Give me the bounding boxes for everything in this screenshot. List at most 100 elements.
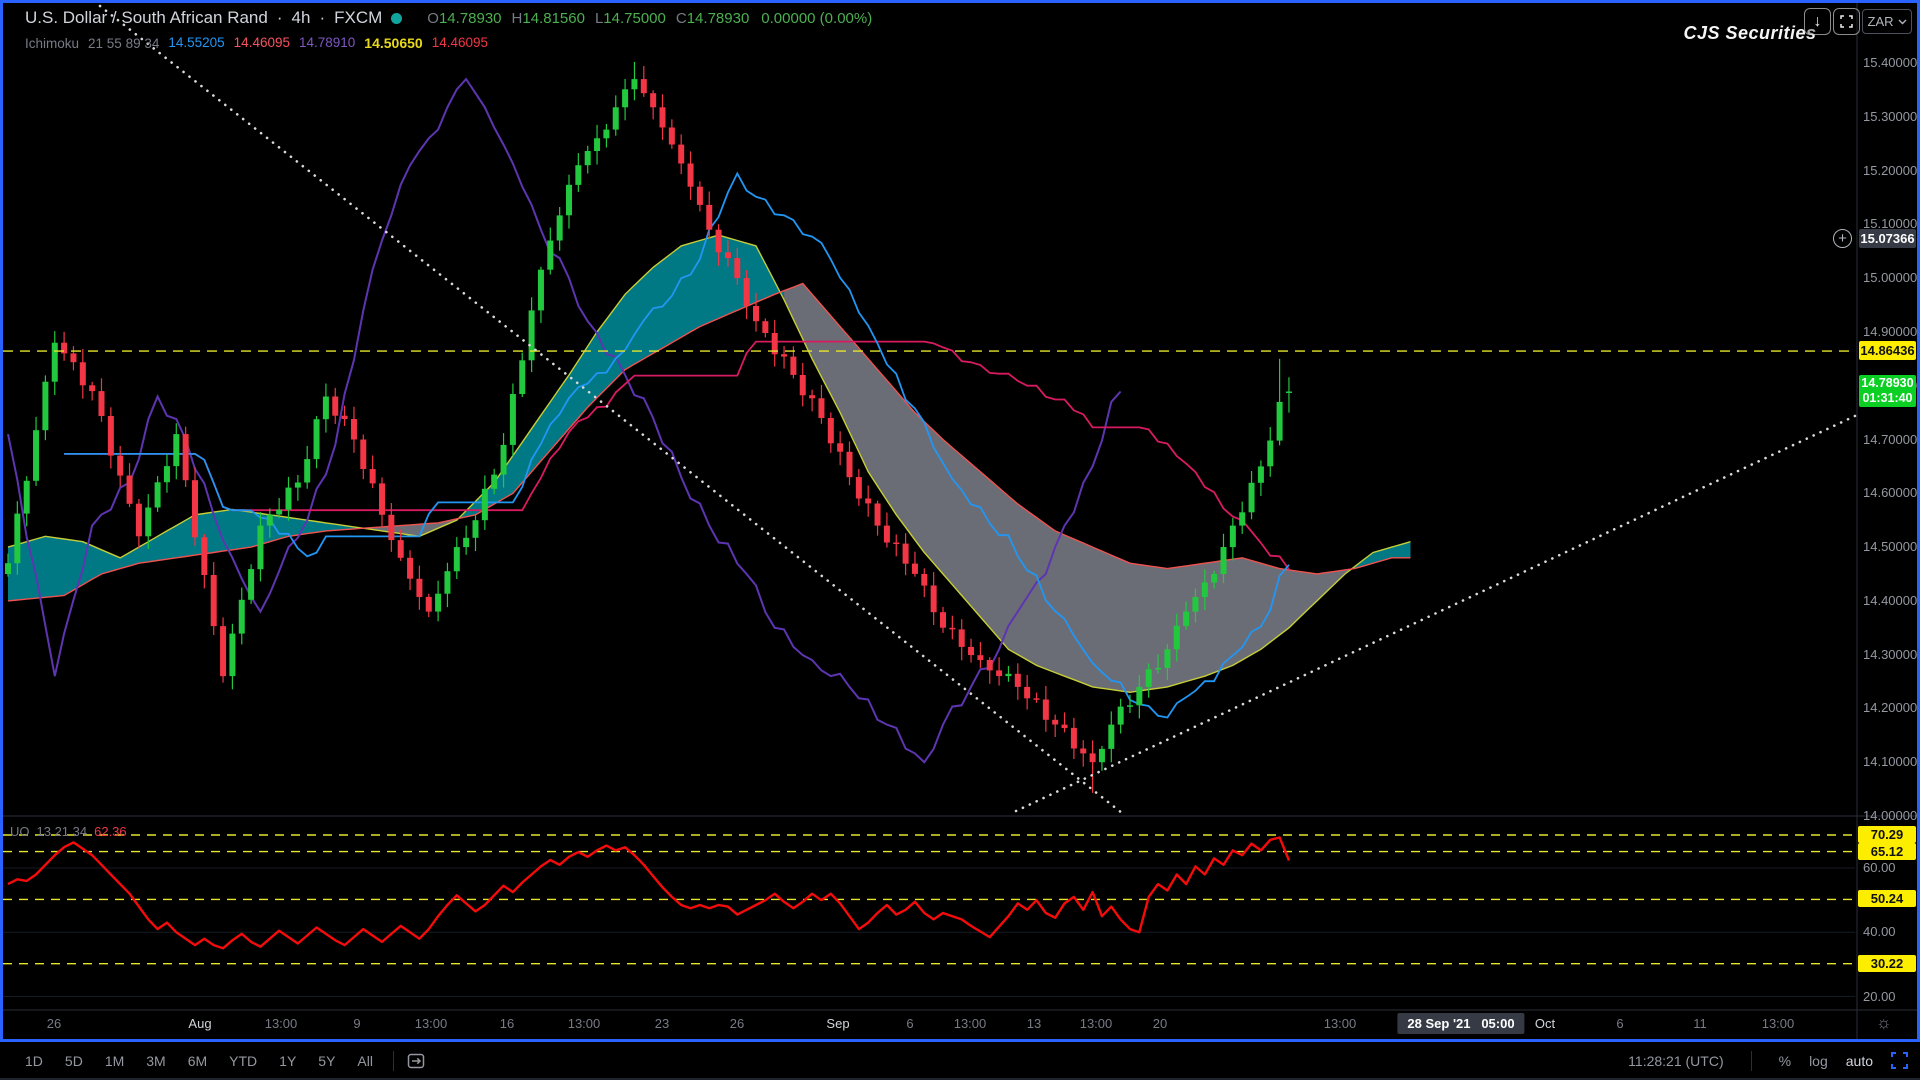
time-tick: 13 [1026, 1016, 1042, 1031]
separator-dot: · [319, 8, 326, 27]
time-tick: 13:00 [567, 1016, 601, 1031]
change-value: 0.00000 (0.00%) [761, 9, 873, 27]
maximize-icon[interactable] [1891, 1052, 1908, 1069]
toolbar-divider [1750, 1050, 1752, 1071]
price-tick: 14.90000 [1863, 323, 1918, 339]
range-button-1m[interactable]: 1M [104, 1052, 125, 1069]
range-button-1y[interactable]: 1Y [279, 1052, 297, 1069]
time-tick: Aug [188, 1016, 212, 1031]
uo-tick: 20.00 [1863, 988, 1896, 1004]
price-axis[interactable]: 15.40000 15.30000 15.20000 15.10000 15.00000… [1857, 3, 1917, 1010]
time-tick: 13:00 [264, 1016, 298, 1031]
uo-level-badge: 70.29 [1858, 826, 1916, 843]
price-tick: 14.60000 [1863, 485, 1918, 501]
price-tick: 14.00000 [1863, 808, 1918, 823]
lead1-line [7, 234, 1411, 694]
symbol-title[interactable]: U.S. Dollar / South African Rand [25, 8, 268, 27]
uo-level-badge: 50.24 [1858, 890, 1916, 908]
range-button-5y[interactable]: 5Y [318, 1052, 336, 1069]
download-icon[interactable]: ↓ [1804, 8, 1831, 35]
currency-dropdown[interactable]: ZAR [1862, 9, 1912, 34]
time-tick: Sep [826, 1016, 850, 1031]
price-tick: 14.50000 [1863, 539, 1918, 555]
time-tick: 26 [46, 1016, 62, 1031]
ichimoku-value-1: 14.55205 [168, 35, 225, 50]
bar-countdown: 01:31:40 [1862, 391, 1913, 406]
add-alert-icon[interactable]: + [1833, 228, 1852, 248]
low-value: 14.75000 [603, 9, 666, 27]
conversion-line [64, 171, 1290, 719]
range-button-5d[interactable]: 5D [64, 1052, 83, 1069]
range-button-3m[interactable]: 3M [146, 1052, 166, 1069]
uo-pane [3, 834, 1855, 997]
range-buttons: 1D 5D 1M 3M 6M YTD 1Y 5Y All [14, 1045, 427, 1076]
high-value: 14.81560 [522, 9, 585, 27]
time-tick: 13:00 [1323, 1016, 1357, 1031]
level-price-badge: 14.86436 [1859, 341, 1916, 361]
time-tick: Oct [1534, 1016, 1556, 1031]
price-tick: 15.30000 [1863, 108, 1918, 124]
percent-scale-button[interactable]: % [1778, 1052, 1792, 1069]
time-tick: 13:00 [414, 1016, 448, 1031]
ohlc-readout: O14.78930 H14.81560 L14.75000 C14.78930 … [427, 9, 873, 27]
fullscreen-icon[interactable] [1833, 8, 1860, 35]
price-tick: 15.40000 [1863, 55, 1918, 70]
trendline [1014, 413, 1857, 813]
crosshair-time-badge: 28 Sep '21 05:00 [1397, 1013, 1525, 1034]
chart-frame-border [0, 0, 1920, 1042]
axis-settings-icon[interactable]: ☼ [1876, 1013, 1892, 1032]
toolbar-right: 11:28:21 (UTC) % log auto [1628, 1045, 1908, 1076]
log-scale-button[interactable]: log [1809, 1052, 1828, 1069]
price-tick: 14.10000 [1863, 754, 1918, 770]
lead2-line [7, 282, 1411, 602]
watermark: CJS Securities [1683, 23, 1817, 43]
ichimoku-params: 21 55 89 34 [88, 35, 160, 51]
main-pane [3, 4, 1857, 815]
ichimoku-value-4: 14.50650 [364, 35, 423, 51]
base-line [64, 340, 1290, 571]
ichimoku-value-5: 14.46095 [431, 35, 489, 50]
clock[interactable]: 11:28:21 (UTC) [1628, 1052, 1724, 1069]
time-axis[interactable]: 28 Sep '21 05:00 26 Aug 13:00 9 13:00 16 13:00… [0, 1010, 1857, 1042]
uo-line [7, 836, 1291, 950]
uo-label[interactable]: UO [10, 824, 30, 839]
time-tick: 23 [654, 1016, 670, 1031]
time-tick: 20 [1152, 1016, 1168, 1031]
price-tick: 15.10000 [1863, 216, 1918, 232]
range-button-6m[interactable]: 6M [187, 1052, 208, 1069]
separator-dot: · [276, 8, 283, 27]
ichimoku-value-2: 14.46095 [233, 35, 290, 50]
trendline [98, 4, 1124, 815]
uo-params: 13 21 34 [36, 824, 88, 839]
auto-scale-button[interactable]: auto [1845, 1052, 1873, 1069]
market-status-icon[interactable] [391, 12, 403, 24]
interval-label[interactable]: 4h [291, 8, 311, 27]
ichimoku-cloud-bearish [363, 283, 1355, 693]
time-tick: 13:00 [1761, 1016, 1795, 1031]
goto-date-icon[interactable] [405, 1050, 427, 1072]
close-value: 14.78930 [686, 9, 750, 27]
range-button-1d[interactable]: 1D [25, 1052, 43, 1069]
uo-tick: 60.00 [1863, 860, 1896, 876]
ichimoku-cloud-bullish [8, 235, 1411, 601]
range-button-ytd[interactable]: YTD [229, 1052, 258, 1069]
expand-corners-icon [1840, 15, 1853, 28]
price-tick: 14.20000 [1863, 700, 1918, 716]
ichimoku-value-3: 14.78910 [298, 35, 356, 50]
uo-level-badge: 30.22 [1858, 954, 1916, 972]
ichimoku-label[interactable]: Ichimoku [25, 35, 80, 51]
time-tick: 13:00 [953, 1016, 987, 1031]
range-button-all[interactable]: All [357, 1052, 373, 1069]
last-price-badge: 14.78930 01:31:40 [1859, 375, 1916, 408]
time-tick: 6 [1616, 1016, 1624, 1031]
last-price-value: 14.78930 [1861, 376, 1914, 391]
lagging-span-line [7, 77, 1122, 764]
open-value: 14.78930 [438, 9, 502, 27]
uo-tick: 40.00 [1863, 924, 1896, 940]
price-tick: 14.40000 [1863, 592, 1918, 608]
indicator-legend: UO 13 21 34 62.36 [10, 824, 127, 839]
crosshair-price-badge: 15.07366 [1859, 228, 1916, 248]
uo-value: 62.36 [94, 824, 127, 839]
toolbar-divider [392, 1050, 394, 1071]
